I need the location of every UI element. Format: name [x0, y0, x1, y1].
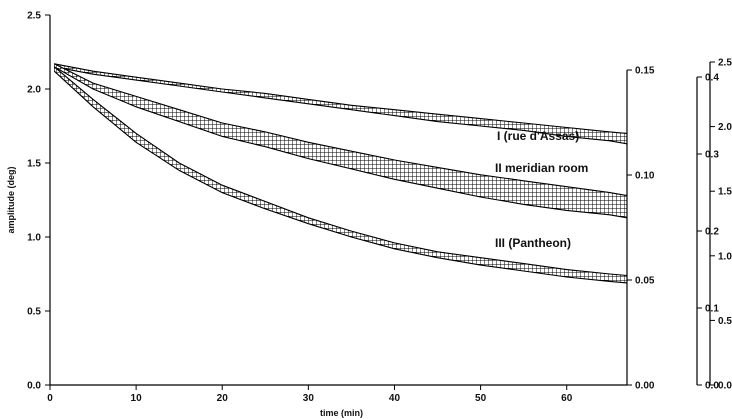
- series-label: I (rue d'Assas): [497, 129, 579, 143]
- y-tick-label: 0.0: [27, 381, 41, 392]
- y-tick-label: 1.0: [27, 233, 41, 244]
- right-axis-tick-label: 0.05: [635, 276, 655, 287]
- right-axis-tick-label: 0.0: [705, 381, 719, 392]
- x-tick-label: 50: [475, 393, 487, 404]
- x-axis-title: time (min): [320, 408, 363, 418]
- right-axis-tick-label: 0.00: [635, 381, 655, 392]
- series-label: II meridian room: [495, 161, 588, 175]
- x-tick-label: 60: [561, 393, 573, 404]
- right-axis-tick-label: 0.5: [718, 316, 732, 327]
- x-tick-label: 20: [217, 393, 229, 404]
- x-tick-label: 30: [303, 393, 315, 404]
- right-axis-tick-label: 1.0: [718, 251, 732, 262]
- labels-layer: I (rue d'Assas) II meridian room III (Pant…: [495, 129, 588, 250]
- right-axis-tick-label: 0.15: [635, 66, 655, 77]
- series-lower-edge: [53, 70, 628, 284]
- right-axis-tick-label: 2.5: [718, 58, 732, 69]
- axes-layer: 0.0 0.5 1.0 1.5 2.0 2.5 0 10 20 30 40 50 60 time (min…: [6, 11, 732, 419]
- series-label: III (Pantheon): [495, 236, 571, 250]
- right-axis-tick-label: 1.5: [718, 187, 732, 198]
- right-axis-tick-label: 0.1: [705, 304, 719, 315]
- series-upper-edge: [54, 63, 628, 134]
- right-axis-tick-label: 0.2: [705, 227, 719, 238]
- series-upper-edge: [53, 66, 628, 277]
- y-axis-title: amplitude (deg): [6, 166, 16, 233]
- x-tick-label: 10: [131, 393, 143, 404]
- series-lower-edge: [54, 66, 628, 219]
- y-tick-label: 2.0: [27, 85, 41, 96]
- bands-layer: [53, 63, 628, 284]
- series-upper-edge: [54, 63, 628, 197]
- y-tick-label: 0.5: [27, 307, 41, 318]
- y-tick-label: 2.5: [27, 11, 41, 22]
- right-axis-tick-label: 0.0: [718, 381, 732, 392]
- x-tick-label: 0: [47, 393, 53, 404]
- series-lower-edge: [54, 66, 628, 145]
- y-tick-label: 1.5: [27, 159, 41, 170]
- right-axis-tick-label: 0.3: [705, 150, 719, 161]
- right-axis-tick-label: 0.10: [635, 171, 655, 182]
- x-tick-label: 40: [389, 393, 401, 404]
- right-axis-tick-label: 2.0: [718, 122, 732, 133]
- right-axis-tick-label: 0.4: [705, 73, 719, 84]
